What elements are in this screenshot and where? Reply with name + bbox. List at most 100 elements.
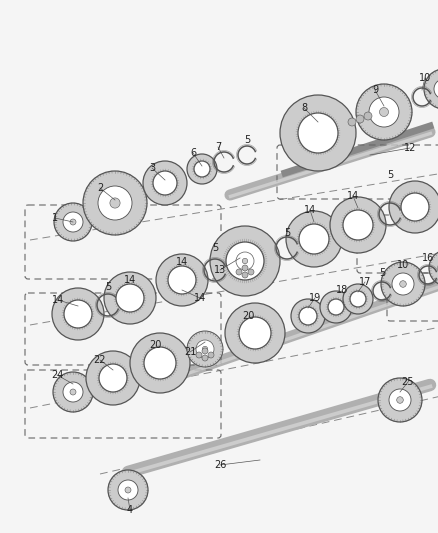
Circle shape (327, 299, 343, 315)
Circle shape (236, 252, 254, 270)
Circle shape (143, 161, 187, 205)
Circle shape (298, 224, 328, 254)
Text: 20: 20 (148, 340, 161, 350)
Text: 12: 12 (403, 143, 415, 153)
Circle shape (238, 317, 270, 349)
Circle shape (342, 284, 372, 314)
Text: 3: 3 (148, 163, 155, 173)
Text: 10: 10 (396, 260, 408, 270)
Circle shape (297, 113, 337, 153)
Circle shape (130, 333, 190, 393)
Circle shape (377, 378, 421, 422)
Circle shape (399, 281, 406, 287)
Circle shape (396, 397, 403, 403)
Text: 4: 4 (127, 505, 133, 515)
Circle shape (236, 269, 241, 275)
Circle shape (194, 161, 209, 177)
Circle shape (99, 364, 127, 392)
Circle shape (64, 300, 92, 328)
Circle shape (433, 79, 438, 99)
Circle shape (70, 389, 76, 395)
Text: 14: 14 (52, 295, 64, 305)
Circle shape (241, 272, 247, 278)
Circle shape (153, 171, 177, 195)
Circle shape (437, 259, 438, 277)
Circle shape (319, 291, 351, 323)
Circle shape (201, 348, 208, 354)
Circle shape (209, 226, 279, 296)
Circle shape (285, 211, 341, 267)
Text: 1: 1 (52, 213, 58, 223)
Text: 8: 8 (300, 103, 306, 113)
Circle shape (108, 470, 148, 510)
Circle shape (195, 340, 213, 358)
Circle shape (349, 291, 365, 307)
Circle shape (110, 198, 120, 208)
Text: 5: 5 (105, 282, 111, 292)
Circle shape (329, 197, 385, 253)
Text: 14: 14 (194, 293, 206, 303)
Circle shape (290, 299, 324, 333)
Text: 10: 10 (418, 73, 430, 83)
Text: 14: 14 (346, 191, 358, 201)
Text: 20: 20 (241, 311, 254, 321)
Circle shape (388, 389, 410, 411)
Circle shape (391, 273, 413, 295)
Text: 5: 5 (378, 268, 384, 278)
Circle shape (242, 259, 247, 264)
Circle shape (298, 307, 316, 325)
Circle shape (195, 352, 201, 358)
Circle shape (347, 118, 355, 126)
Text: 14: 14 (176, 257, 188, 267)
Circle shape (226, 242, 263, 280)
Circle shape (98, 186, 132, 220)
Text: 7: 7 (214, 142, 221, 152)
Circle shape (144, 347, 176, 379)
Circle shape (355, 115, 363, 123)
Text: 19: 19 (308, 293, 320, 303)
Text: 26: 26 (213, 460, 226, 470)
Text: 14: 14 (303, 205, 315, 215)
Text: 5: 5 (386, 170, 392, 180)
Circle shape (83, 171, 147, 235)
Text: 5: 5 (244, 135, 250, 145)
Circle shape (104, 272, 155, 324)
Text: 5: 5 (212, 243, 218, 253)
Circle shape (63, 212, 83, 232)
Circle shape (368, 97, 398, 127)
Circle shape (363, 112, 371, 120)
Text: 2: 2 (97, 183, 103, 193)
Text: 25: 25 (401, 377, 413, 387)
Text: 22: 22 (94, 355, 106, 365)
Text: 18: 18 (335, 285, 347, 295)
Text: 6: 6 (190, 148, 196, 158)
Circle shape (168, 266, 195, 294)
Circle shape (125, 487, 131, 493)
Circle shape (187, 331, 223, 367)
Circle shape (378, 108, 388, 117)
Circle shape (400, 193, 428, 221)
Circle shape (63, 382, 83, 402)
Text: 9: 9 (371, 85, 377, 95)
Text: 21: 21 (184, 347, 196, 357)
Circle shape (226, 243, 262, 279)
Circle shape (118, 480, 138, 500)
Circle shape (116, 284, 144, 312)
Circle shape (355, 84, 411, 140)
Circle shape (202, 346, 207, 352)
Text: 24: 24 (51, 370, 63, 380)
Circle shape (428, 250, 438, 286)
Text: 17: 17 (358, 277, 371, 287)
Circle shape (342, 210, 372, 240)
Text: 14: 14 (124, 275, 136, 285)
Circle shape (187, 154, 216, 184)
Text: 5: 5 (283, 228, 290, 238)
Circle shape (54, 203, 92, 241)
Circle shape (53, 372, 93, 412)
Circle shape (52, 288, 104, 340)
Text: 13: 13 (213, 265, 226, 275)
Circle shape (380, 262, 424, 306)
Circle shape (201, 355, 208, 361)
Circle shape (155, 254, 208, 306)
Text: 16: 16 (421, 253, 433, 263)
